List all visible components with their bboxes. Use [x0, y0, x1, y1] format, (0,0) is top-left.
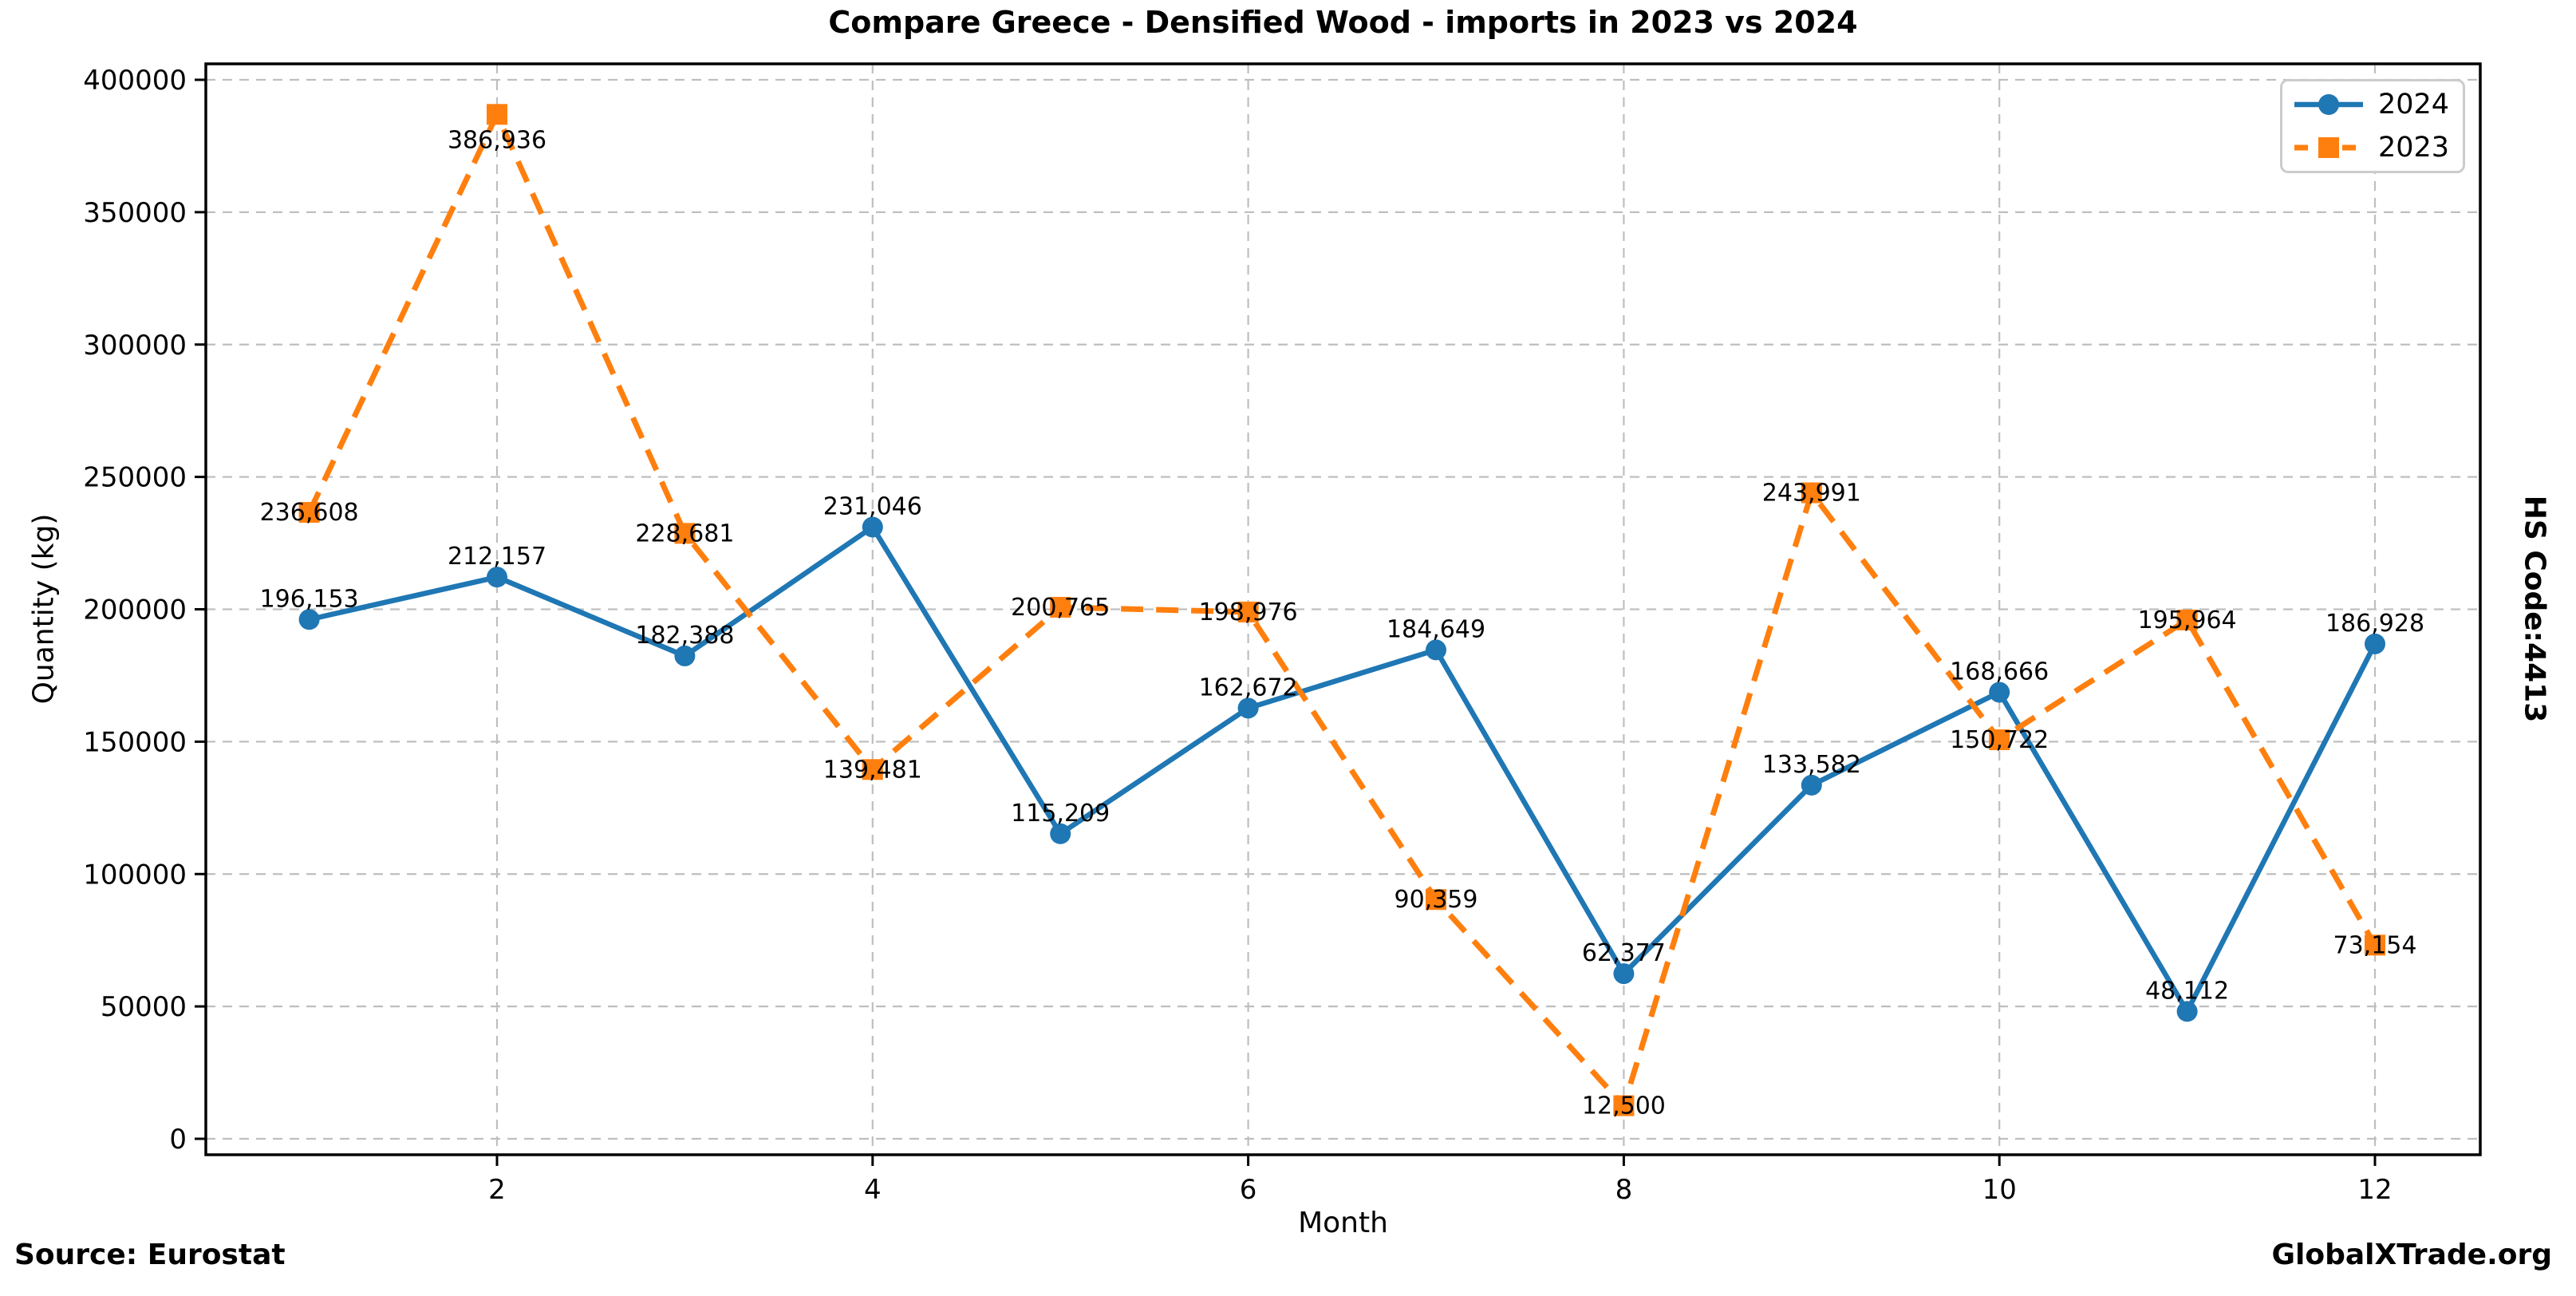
data-point-2023 — [862, 759, 883, 780]
data-label-2023: 73,154 — [2333, 931, 2417, 959]
data-point-2024 — [298, 609, 320, 630]
data-label-2023: 228,681 — [635, 520, 734, 547]
data-label-2024: 231,046 — [823, 493, 922, 521]
data-label-2023: 386,936 — [448, 126, 546, 154]
data-point-2023 — [298, 502, 320, 524]
data-label-2024: 162,672 — [1199, 674, 1298, 701]
data-point-2024 — [1237, 697, 1259, 719]
data-label-2024: 212,157 — [448, 543, 546, 571]
legend-entry-2024: 2024 — [2290, 84, 2455, 125]
data-point-2024 — [1989, 682, 2010, 703]
y-tick-label: 300000 — [83, 330, 187, 362]
y-tick-label: 0 — [169, 1124, 187, 1156]
data-point-2024 — [862, 516, 883, 538]
y-tick-label: 350000 — [83, 197, 187, 229]
data-point-2023 — [2365, 934, 2385, 956]
y-tick-label: 250000 — [83, 462, 187, 494]
data-label-2023: 150,722 — [1950, 726, 2049, 754]
legend-label-2023: 2023 — [2378, 131, 2450, 164]
data-label-2024: 115,209 — [1011, 800, 1110, 828]
data-label-2024: 196,153 — [260, 585, 359, 613]
data-label-2024: 184,649 — [1387, 615, 1485, 643]
x-tick-label: 6 — [1240, 1174, 1257, 1206]
data-point-2023 — [1237, 601, 1259, 622]
brand-label: GlobalXTrade.org — [2271, 1239, 2552, 1271]
hs-code-label: HS Code:4413 — [2518, 495, 2551, 723]
data-point-2023 — [487, 104, 507, 125]
data-label-2023: 198,976 — [1199, 599, 1298, 626]
legend-entry-2023: 2023 — [2290, 127, 2455, 168]
x-tick-label: 2 — [488, 1174, 506, 1206]
x-tick-label: 8 — [1615, 1174, 1633, 1206]
data-label-2024: 182,388 — [635, 622, 734, 650]
data-label-2023: 90,359 — [1395, 886, 1478, 914]
data-point-2024 — [487, 567, 507, 588]
y-tick-label: 200000 — [83, 595, 187, 626]
data-label-2024: 133,582 — [1762, 751, 1861, 779]
data-label-2023: 139,481 — [823, 756, 922, 784]
data-point-2024 — [2176, 1001, 2198, 1022]
y-tick-label: 50000 — [101, 991, 187, 1023]
x-tick-label: 10 — [1982, 1174, 2017, 1206]
y-tick-label: 400000 — [83, 65, 187, 97]
data-point-2024 — [1426, 639, 1446, 661]
data-point-2023 — [2176, 609, 2198, 630]
series-line-2023 — [306, 107, 2378, 1112]
data-label-2024: 186,928 — [2326, 610, 2424, 638]
legend: 2024 2023 — [2280, 79, 2465, 173]
legend-sample-2023-line-icon — [2294, 136, 2363, 158]
data-point-2023 — [1426, 889, 1446, 911]
data-point-2023 — [1801, 482, 1822, 504]
data-label-2023: 243,991 — [1762, 480, 1861, 508]
data-label-2023: 12,500 — [1582, 1093, 1666, 1120]
legend-sample-2024-line-icon — [2294, 94, 2363, 116]
x-tick-label: 4 — [864, 1174, 882, 1206]
data-label-2023: 195,964 — [2138, 607, 2237, 634]
data-point-2023 — [1613, 1095, 1635, 1116]
y-tick-label: 150000 — [83, 726, 187, 758]
data-point-2024 — [1613, 963, 1635, 985]
data-label-2024: 62,377 — [1582, 939, 1666, 967]
data-point-2023 — [1989, 729, 2010, 750]
data-point-2024 — [1050, 823, 1071, 844]
data-point-2024 — [2365, 633, 2385, 654]
chart-title: Compare Greece - Densified Wood - import… — [828, 5, 1858, 40]
data-label-2023: 236,608 — [260, 499, 359, 527]
y-tick-label: 100000 — [83, 859, 187, 891]
legend-label-2024: 2024 — [2378, 89, 2450, 121]
data-point-2024 — [674, 645, 696, 666]
data-point-2023 — [674, 523, 696, 544]
data-label-2024: 48,112 — [2145, 977, 2229, 1005]
data-label-2023: 200,765 — [1011, 594, 1110, 622]
data-label-2024: 168,666 — [1950, 658, 2049, 686]
series-line-2024 — [308, 523, 2377, 1017]
source-label: Source: Eurostat — [14, 1239, 286, 1271]
data-point-2024 — [1801, 774, 1822, 796]
data-point-2023 — [1050, 596, 1071, 618]
x-axis-label: Month — [1298, 1207, 1388, 1239]
x-tick-label: 12 — [2357, 1174, 2392, 1206]
